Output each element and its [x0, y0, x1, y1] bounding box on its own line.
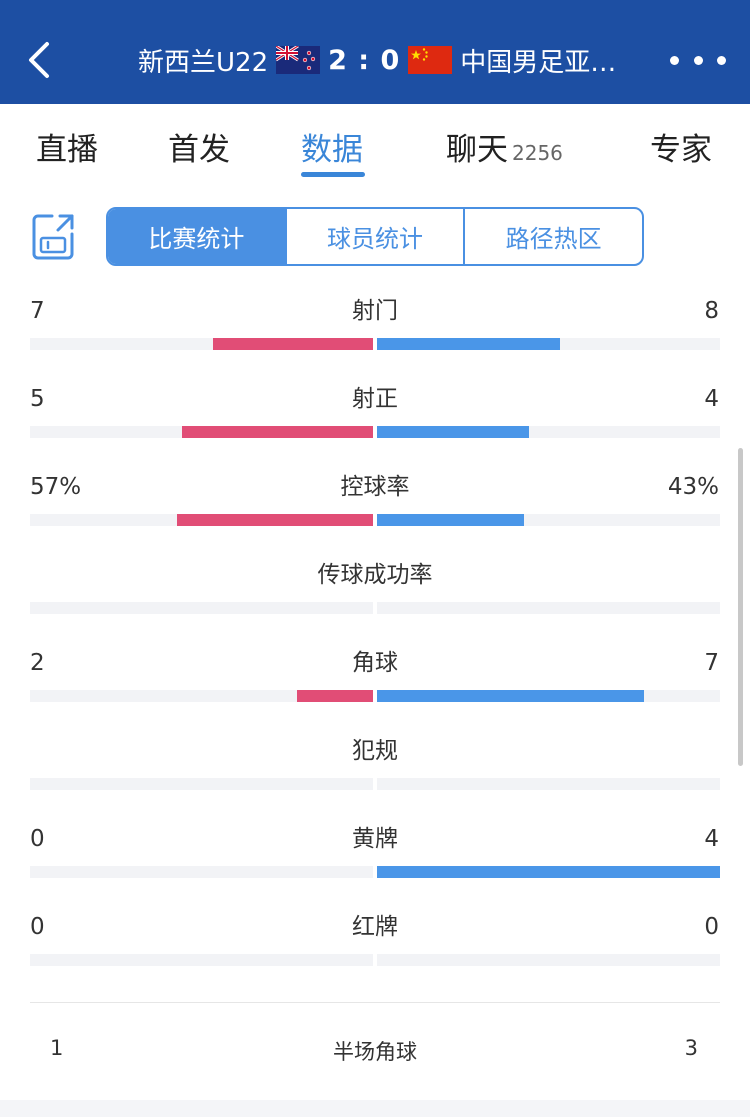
home-team-name: 新西兰U22 [138, 47, 269, 78]
stat-home-track [30, 602, 373, 614]
segment-label: 球员统计 [327, 225, 423, 253]
stat-home-track [30, 778, 373, 790]
new-zealand-flag-icon [276, 46, 321, 74]
stat-away-bar [377, 690, 644, 702]
tab-label: 聊天 [446, 132, 508, 168]
active-tab-indicator [301, 172, 365, 177]
stat-row: 传球成功率 [0, 544, 750, 632]
segment-label: 比赛统计 [148, 225, 245, 253]
stat-home-value: 7 [30, 298, 45, 324]
stat-away-bar [377, 338, 560, 350]
half-corners-home: 1 [50, 1036, 64, 1060]
chevron-left-icon [29, 42, 49, 78]
stat-label: 控球率 [340, 474, 410, 500]
tab-live[interactable]: 直播 [36, 124, 98, 169]
scrollbar[interactable] [738, 448, 743, 766]
tab-label: 数据 [301, 132, 363, 168]
stat-label: 犯规 [352, 738, 398, 764]
more-button[interactable] [670, 46, 726, 74]
more-dot [693, 55, 703, 65]
stat-row: 0 红牌 0 [0, 896, 750, 984]
stat-away-value: 7 [704, 650, 719, 676]
match-header: 新西兰U22 2 : 0 [0, 0, 750, 104]
stat-away-track [377, 690, 720, 702]
china-flag-icon [408, 46, 453, 74]
divider [30, 1002, 720, 1003]
segment-label: 路径热区 [505, 225, 602, 253]
main-tabs: 直播 首发 数据 聊天 2256 专家 [0, 104, 750, 184]
stat-away-track [377, 954, 720, 966]
stat-home-value: 0 [30, 914, 45, 940]
bottom-strip [0, 1100, 750, 1117]
stat-away-bar [377, 514, 524, 526]
half-corners-label: 半场角球 [333, 1040, 417, 1064]
tab-data[interactable]: 数据 [301, 124, 363, 169]
away-team-name: 中国男足亚… [460, 47, 617, 78]
stats-segmented-control: 比赛统计 球员统计 路径热区 [106, 207, 644, 266]
stat-away-value: 4 [704, 826, 719, 852]
tab-experts[interactable]: 专家 [650, 124, 712, 169]
stat-home-bar [213, 338, 373, 350]
stat-away-value: 43% [667, 474, 719, 500]
stat-home-track [30, 338, 373, 350]
stat-home-track [30, 866, 373, 878]
stat-label: 红牌 [352, 914, 398, 940]
stat-row: 犯规 [0, 720, 750, 808]
stat-home-bar [297, 690, 373, 702]
segment-match-stats[interactable]: 比赛统计 [108, 209, 285, 264]
stat-away-track [377, 778, 720, 790]
stat-away-track [377, 514, 720, 526]
stat-label: 黄牌 [352, 826, 398, 852]
stat-away-track [377, 426, 720, 438]
stat-label: 射正 [352, 386, 398, 412]
stat-away-bar [377, 866, 720, 878]
segment-heat-zones[interactable]: 路径热区 [463, 209, 642, 264]
stat-home-value: 2 [30, 650, 45, 676]
tab-chat[interactable]: 聊天 2256 [446, 124, 563, 169]
tab-lineup[interactable]: 首发 [168, 124, 230, 169]
stat-home-bar [182, 426, 373, 438]
match-score: 2 : 0 [328, 44, 401, 76]
tab-label: 直播 [36, 132, 98, 168]
stat-row: 2 角球 7 [0, 632, 750, 720]
half-corners-away: 3 [684, 1036, 698, 1060]
stat-home-value: 0 [30, 826, 45, 852]
stat-home-track [30, 690, 373, 702]
share-icon[interactable] [28, 212, 78, 262]
segment-player-stats[interactable]: 球员统计 [284, 209, 464, 264]
more-dot [670, 55, 679, 65]
stat-row: 0 黄牌 4 [0, 808, 750, 896]
stat-away-track [377, 338, 720, 350]
stat-label: 传球成功率 [317, 562, 433, 588]
stat-row: 7 射门 8 [0, 280, 750, 368]
chat-count: 2256 [512, 141, 563, 165]
stat-away-track [377, 866, 720, 878]
stat-away-track [377, 602, 720, 614]
stat-away-value: 4 [704, 386, 719, 412]
stat-home-track [30, 514, 373, 526]
stat-label: 射门 [352, 298, 398, 324]
stat-home-track [30, 954, 373, 966]
match-title: 新西兰U22 2 : 0 [138, 40, 638, 80]
stat-home-bar [177, 514, 373, 526]
tab-label: 专家 [650, 132, 712, 168]
stat-row: 5 射正 4 [0, 368, 750, 456]
stat-label: 角球 [352, 650, 398, 676]
stat-away-bar [377, 426, 529, 438]
half-corners-row: 1 半场角球 3 [0, 1030, 750, 1070]
more-dot [717, 55, 726, 65]
stat-home-value: 57% [30, 474, 82, 500]
stat-away-value: 8 [704, 298, 719, 324]
stat-row: 57% 控球率 43% [0, 456, 750, 544]
match-stats-list: 7 射门 8 5 射正 4 57% 控球率 43% 传球成功率 2 角球 7 犯规 0 黄牌 4 0 红牌 0 [0, 280, 750, 984]
stat-away-value: 0 [704, 914, 719, 940]
back-button[interactable] [22, 40, 62, 80]
stat-home-value: 5 [30, 386, 45, 412]
tab-label: 首发 [168, 132, 230, 168]
stat-home-track [30, 426, 373, 438]
